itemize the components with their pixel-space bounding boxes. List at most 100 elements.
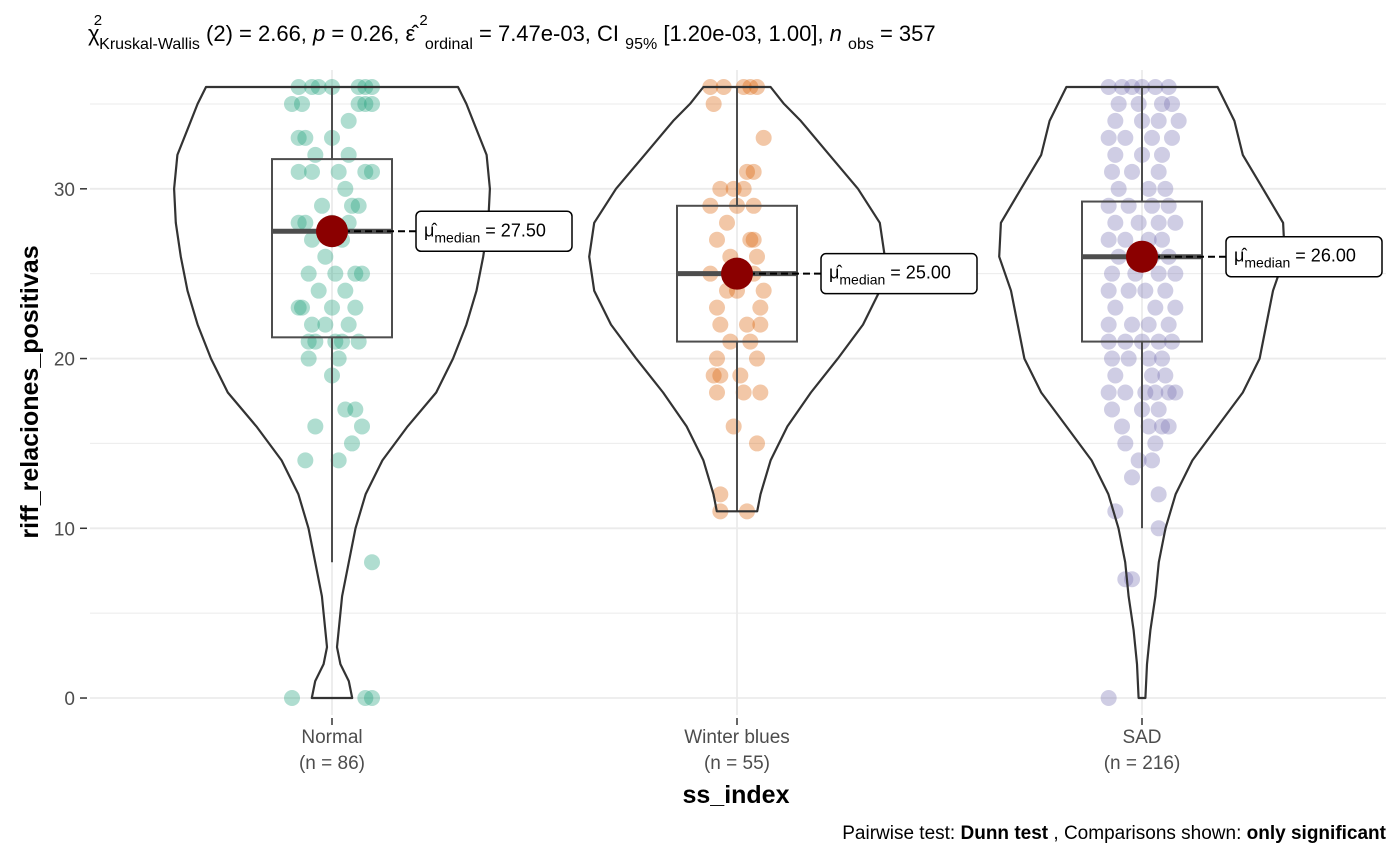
subtitle-n-sub: obs	[848, 36, 874, 53]
violin-outline	[173, 85, 491, 700]
data-point	[709, 231, 725, 248]
data-point	[1104, 350, 1120, 367]
median-point	[316, 215, 348, 248]
data-point	[1124, 469, 1140, 486]
data-point	[1144, 197, 1160, 214]
data-point	[344, 435, 360, 452]
violin-outline	[588, 85, 886, 513]
median-label-sub: median	[839, 272, 885, 288]
data-point	[1147, 435, 1164, 452]
subtitle-ci-sub: 95%	[625, 36, 657, 53]
data-point	[1100, 282, 1117, 299]
data-point	[364, 163, 380, 180]
data-point	[1144, 452, 1160, 469]
groups: μ̂median = 27.50μ̂median = 25.00μ̂median…	[173, 78, 1383, 707]
data-point	[284, 95, 300, 112]
data-point	[709, 350, 725, 367]
data-point	[1104, 401, 1120, 418]
median-point	[1126, 240, 1158, 273]
data-point	[364, 95, 380, 112]
data-point	[1107, 299, 1124, 316]
median-label-value: = 25.00	[885, 263, 951, 283]
box	[271, 158, 393, 339]
data-point	[1130, 214, 1147, 231]
median-label-symbol: μ̂	[829, 263, 842, 283]
median-label: μ̂median = 27.50	[424, 220, 546, 245]
subtitle-n-value: = 357	[880, 21, 936, 46]
data-point	[749, 350, 765, 367]
data-point	[1150, 520, 1167, 537]
subtitle-stat-sup: 2	[94, 12, 102, 29]
data-point	[1107, 367, 1124, 384]
data-point	[304, 163, 320, 180]
data-point	[719, 214, 735, 231]
data-point	[354, 265, 370, 282]
data-point	[709, 299, 725, 316]
data-point	[334, 333, 350, 350]
caption-part2: Dunn test	[961, 823, 1049, 844]
data-point	[1150, 486, 1167, 503]
data-point	[1150, 163, 1167, 180]
subtitle-effect-symbol: ε̂	[405, 21, 419, 46]
data-point	[1114, 418, 1130, 435]
data-point	[742, 231, 759, 248]
median-label: μ̂median = 25.00	[829, 263, 951, 288]
data-point	[705, 95, 722, 112]
data-point	[357, 690, 374, 707]
data-point	[1154, 418, 1170, 435]
subtitle-n-symbol: n	[830, 21, 842, 46]
data-point	[357, 95, 374, 112]
data-point	[344, 197, 360, 214]
data-point	[745, 231, 762, 248]
median-label-sub: median	[1244, 255, 1290, 271]
data-point	[1154, 146, 1170, 163]
data-point	[735, 180, 752, 197]
data-point	[1150, 265, 1167, 282]
x-tick-n-label: (n = 86)	[299, 753, 365, 774]
x-axis-ticks: Normal (n = 86) Winter blues (n = 55) SAD (n …	[299, 718, 1180, 774]
data-point	[330, 350, 347, 367]
x-tick-n-label: (n = 55)	[704, 753, 770, 774]
data-point	[304, 231, 320, 248]
data-point	[290, 214, 307, 231]
x-tick-label: Normal	[301, 727, 362, 748]
data-point	[1154, 350, 1170, 367]
data-point	[1144, 367, 1160, 384]
data-point	[745, 163, 762, 180]
data-point	[1150, 214, 1167, 231]
data-point	[1117, 435, 1134, 452]
data-point	[752, 316, 769, 333]
data-point	[1107, 112, 1124, 129]
caption-part3: , Comparisons shown:	[1053, 823, 1246, 844]
data-point	[1100, 316, 1117, 333]
data-point	[284, 690, 300, 707]
median-label-symbol: μ̂	[424, 220, 437, 240]
data-point	[307, 146, 324, 163]
median-label-box	[1225, 235, 1383, 278]
data-point	[340, 316, 357, 333]
x-axis-title: ss_index	[682, 781, 789, 809]
data-point	[350, 197, 367, 214]
data-point	[1140, 350, 1157, 367]
data-point	[1140, 316, 1157, 333]
data-point	[300, 333, 317, 350]
data-point	[294, 95, 310, 112]
data-point	[314, 197, 330, 214]
data-point	[1130, 95, 1147, 112]
data-point	[1167, 384, 1184, 401]
data-point	[290, 129, 307, 146]
data-point	[1117, 571, 1134, 588]
data-point	[1107, 214, 1124, 231]
data-point	[337, 401, 354, 418]
data-point	[752, 299, 769, 316]
median-label-symbol: μ̂	[1234, 246, 1247, 266]
data-point	[290, 299, 307, 316]
data-point	[1140, 418, 1157, 435]
data-point	[307, 418, 324, 435]
data-point	[337, 180, 354, 197]
data-point	[1117, 129, 1134, 146]
data-point	[1110, 180, 1127, 197]
y-axis-ticks: 0 10 20 30	[54, 180, 87, 710]
data-point	[364, 554, 380, 571]
data-point	[739, 163, 755, 180]
